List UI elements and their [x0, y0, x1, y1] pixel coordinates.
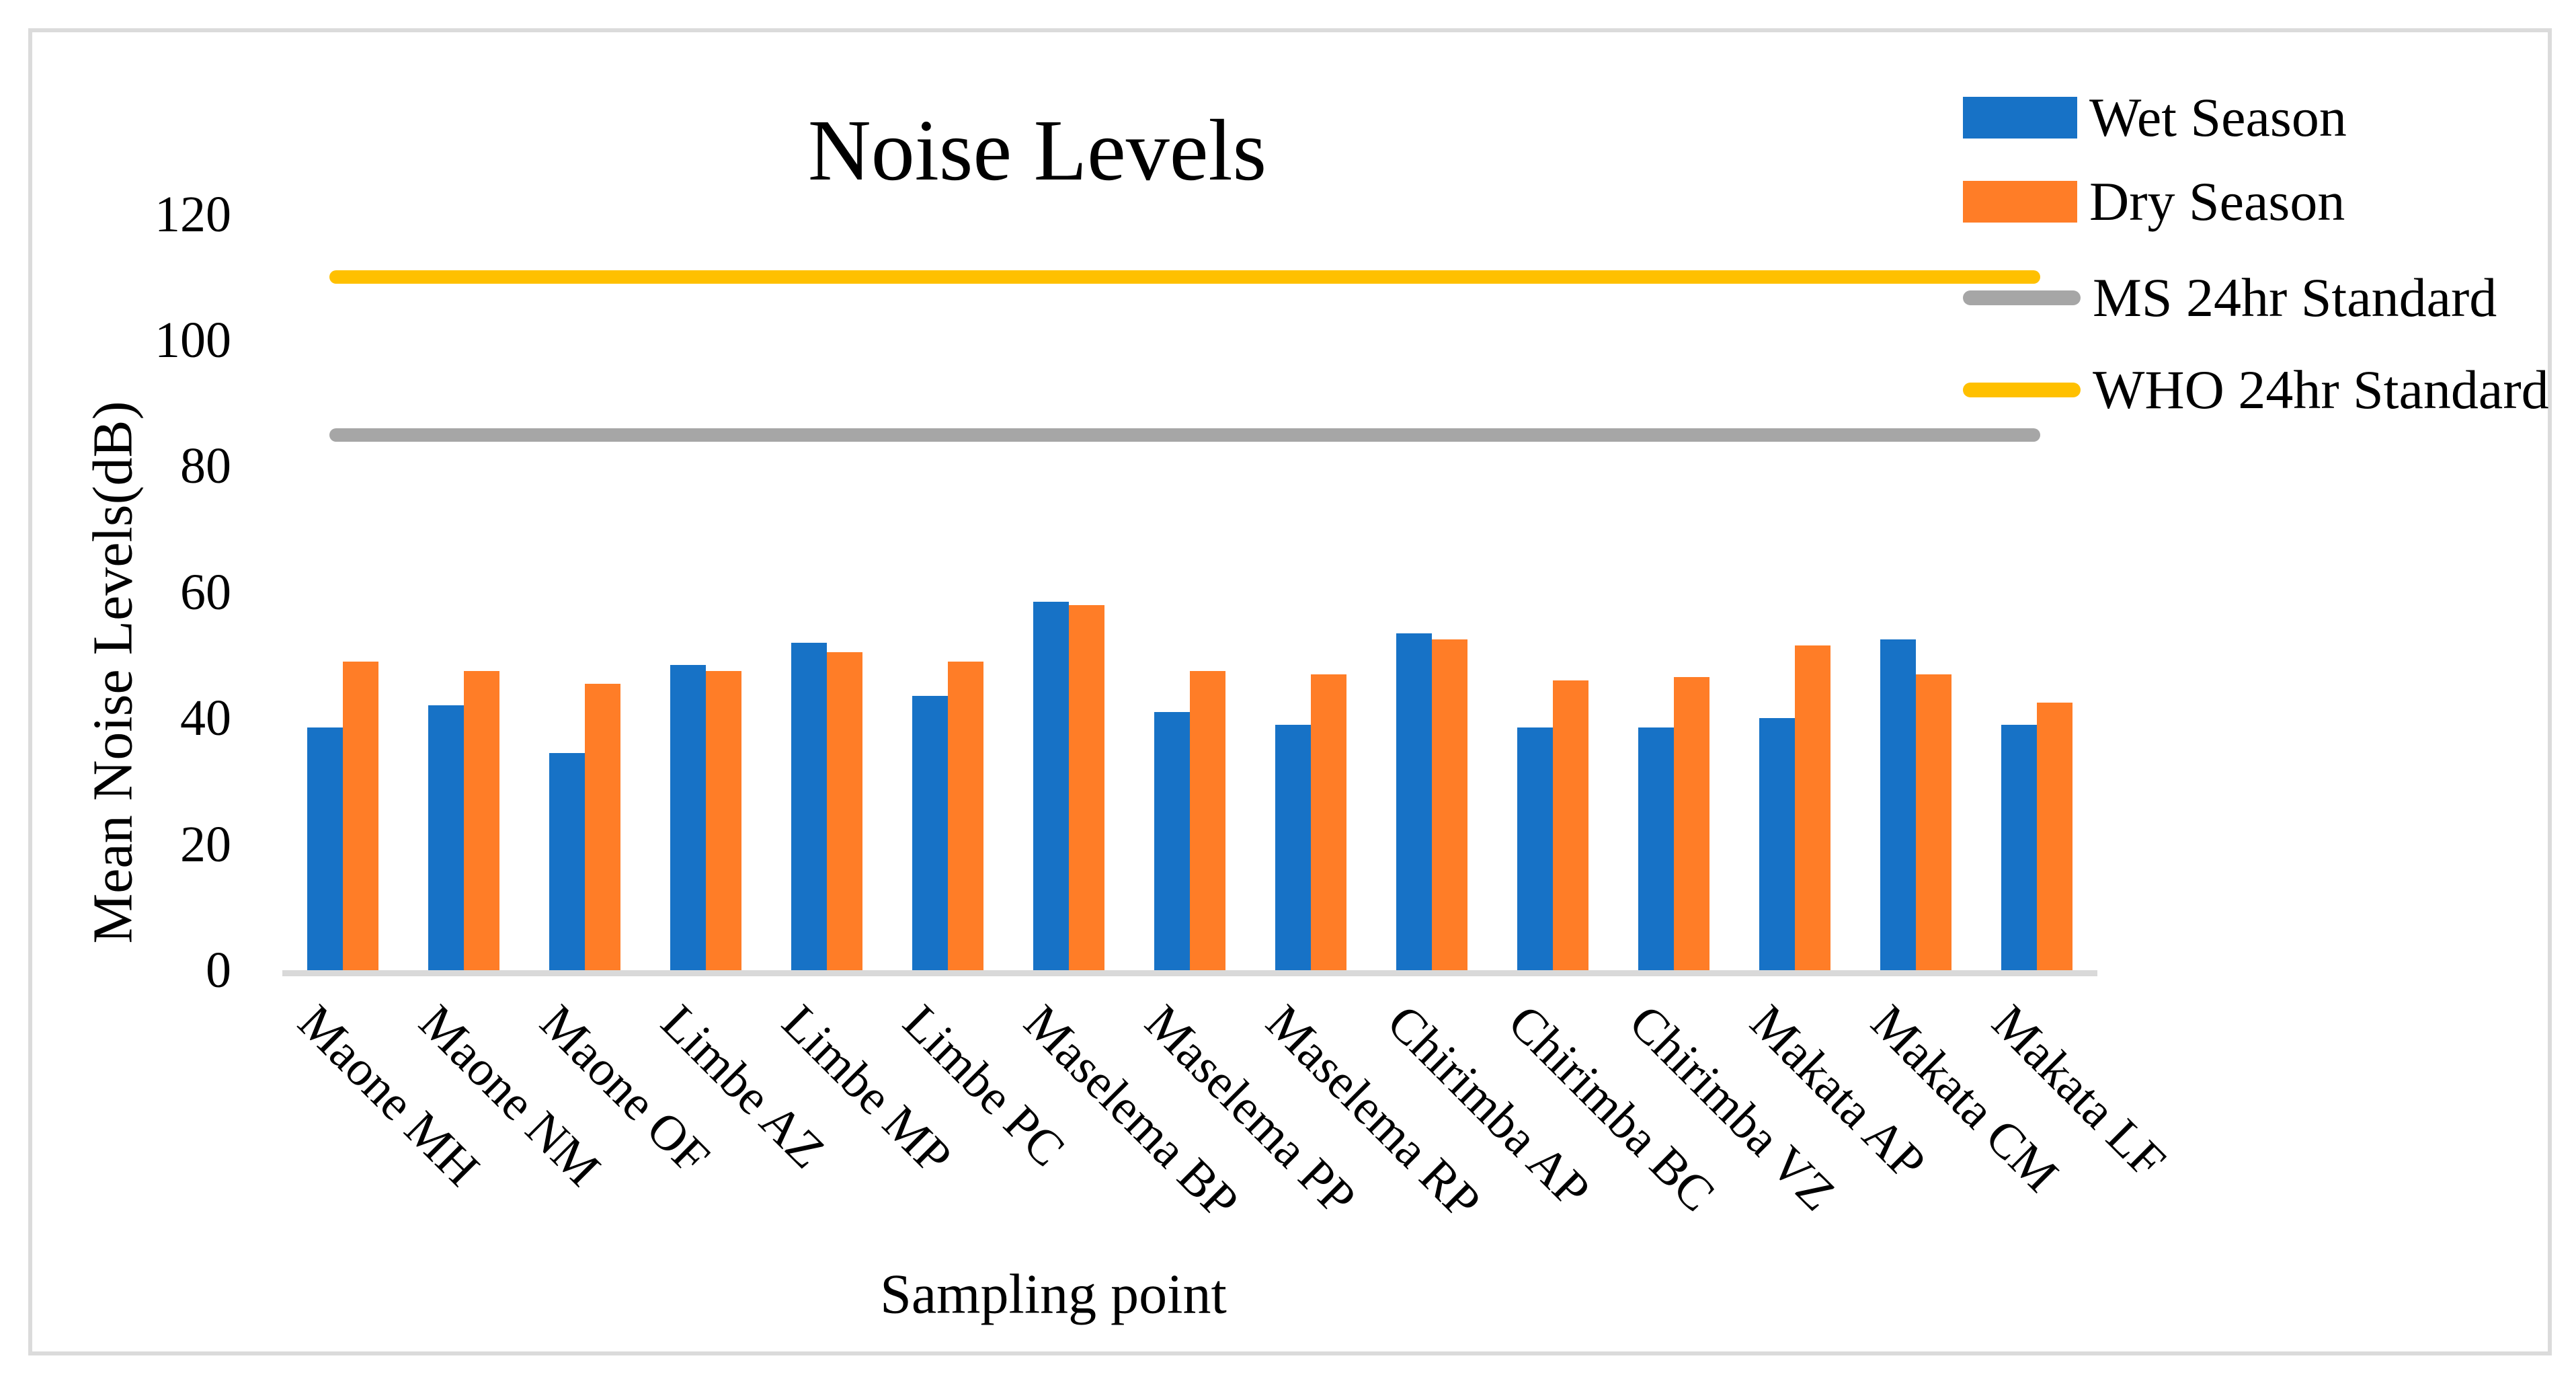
bar-dry-season: [706, 670, 741, 970]
bar-dry-season: [827, 652, 862, 970]
ms-standard-line-icon: [1963, 290, 2081, 305]
ms-24hr-standard-line: [329, 428, 2040, 442]
dry-season-swatch-icon: [1963, 181, 2077, 223]
x-axis-title: Sampling point: [880, 1263, 1227, 1326]
bar-dry-season: [464, 670, 499, 970]
x-axis-line: [282, 970, 2097, 976]
y-tick-label: 0: [206, 942, 231, 998]
y-tick-label: 20: [180, 816, 231, 873]
bar-dry-season: [1069, 604, 1104, 970]
bar-wet-season: [1759, 718, 1795, 970]
bar-dry-season: [343, 661, 378, 970]
legend-item-ms-standard: MS 24hr Standard: [1963, 258, 2497, 338]
legend-item-dry-season: Dry Season: [1963, 161, 2345, 242]
legend-item-who-standard: WHO 24hr Standard: [1963, 350, 2549, 430]
bar-dry-season: [1553, 680, 1588, 970]
bar-dry-season: [1674, 677, 1709, 970]
legend-label: WHO 24hr Standard: [2093, 359, 2549, 420]
who-24hr-standard-line: [329, 270, 2040, 284]
bar-wet-season: [428, 705, 464, 970]
legend-label: Dry Season: [2089, 171, 2345, 232]
bar-dry-season: [948, 661, 983, 970]
legend-label: Wet Season: [2089, 87, 2347, 148]
bar-dry-season: [1311, 674, 1346, 970]
chart-frame: [28, 28, 2552, 1355]
legend-label: MS 24hr Standard: [2093, 267, 2497, 328]
y-tick-label: 100: [155, 312, 231, 368]
bar-wet-season: [1517, 727, 1553, 970]
bar-wet-season: [1275, 724, 1311, 970]
bar-dry-season: [2037, 702, 2072, 970]
bar-dry-season: [1190, 670, 1225, 970]
y-tick-label: 40: [180, 690, 231, 747]
bar-dry-season: [1795, 645, 1830, 970]
y-tick-label: 80: [180, 438, 231, 495]
bar-wet-season: [912, 696, 948, 970]
bar-wet-season: [2001, 724, 2037, 970]
bar-wet-season: [1154, 711, 1190, 970]
bar-wet-season: [307, 727, 343, 970]
bar-dry-season: [1432, 639, 1467, 970]
bar-dry-season: [1916, 674, 1951, 970]
bar-wet-season: [1880, 639, 1916, 970]
bar-wet-season: [791, 642, 827, 970]
chart-title: Noise Levels: [807, 102, 1267, 199]
bar-wet-season: [549, 752, 585, 970]
bar-wet-season: [670, 664, 706, 970]
legend-item-wet-season: Wet Season: [1963, 77, 2347, 158]
wet-season-swatch-icon: [1963, 97, 2077, 139]
y-tick-label: 120: [155, 186, 231, 243]
bar-wet-season: [1396, 633, 1432, 970]
who-standard-line-icon: [1963, 383, 2081, 397]
bar-wet-season: [1033, 601, 1069, 970]
bar-wet-season: [1638, 727, 1674, 970]
y-tick-label: 60: [180, 563, 231, 621]
bar-dry-season: [585, 683, 620, 970]
